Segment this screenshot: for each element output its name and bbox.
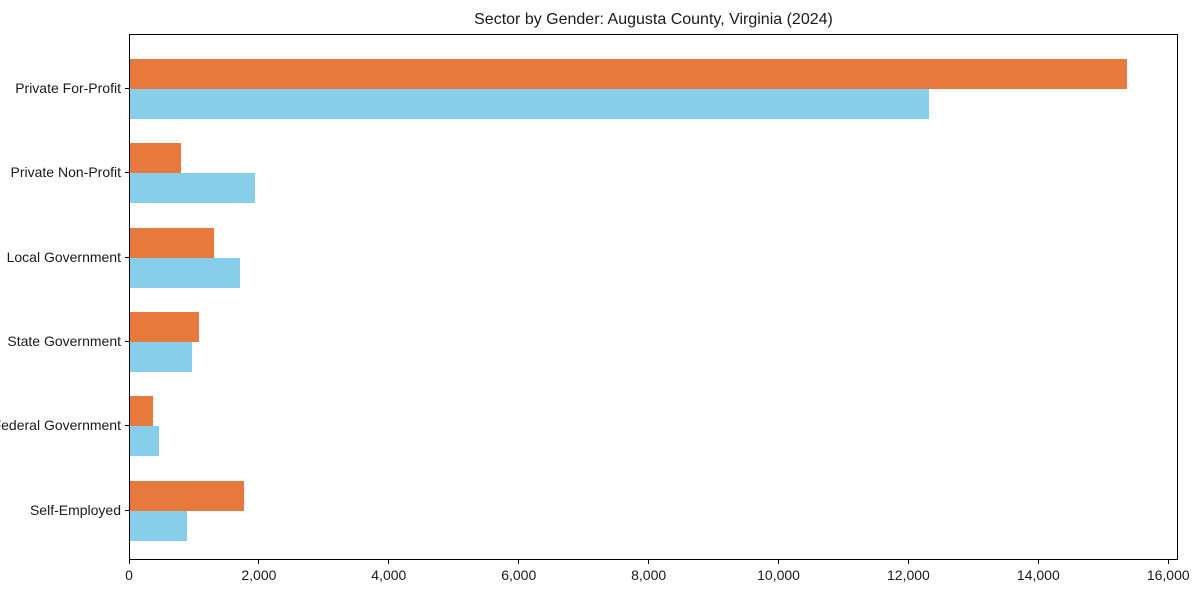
x-tick-label-14000: 14,000 <box>1016 567 1060 583</box>
bar-female-private-non-profit <box>130 173 255 204</box>
chart-title: Sector by Gender: Augusta County, Virgin… <box>474 11 833 28</box>
bar-male-private-non-profit <box>130 143 181 174</box>
bar-female-local-government <box>130 257 240 288</box>
bar-male-federal-government <box>130 396 153 427</box>
x-tick-mark-2000 <box>258 560 260 564</box>
y-tick-mark-private-non-profit <box>125 172 129 174</box>
bar-female-federal-government <box>130 426 159 457</box>
y-tick-label-state-government: State Government <box>7 332 121 349</box>
x-tick-label-0: 0 <box>125 567 133 583</box>
bar-male-state-government <box>130 311 199 342</box>
x-tick-label-16000: 16,000 <box>1146 567 1190 583</box>
x-tick-label-10000: 10,000 <box>757 567 800 583</box>
bar-female-self-employed <box>130 510 187 541</box>
x-tick-mark-16000 <box>1167 560 1169 564</box>
bar-male-self-employed <box>130 480 244 511</box>
x-tick-label-4000: 4,000 <box>371 567 407 583</box>
y-tick-mark-private-for-profit <box>125 88 129 89</box>
x-tick-label-8000: 8,000 <box>631 567 667 583</box>
x-tick-label-2000: 2,000 <box>241 567 277 583</box>
x-tick-mark-4000 <box>388 560 390 564</box>
y-tick-mark-federal-government <box>125 425 129 427</box>
bar-male-local-government <box>130 227 214 258</box>
x-tick-label-6000: 6,000 <box>501 567 537 583</box>
y-tick-mark-self-employed <box>125 509 129 511</box>
y-tick-mark-state-government <box>125 340 129 342</box>
y-tick-label-private-for-profit: Private For-Profit <box>15 80 121 96</box>
x-tick-mark-10000 <box>778 560 780 564</box>
y-tick-label-private-non-profit: Private Non-Profit <box>10 164 121 181</box>
x-tick-mark-14000 <box>1037 560 1039 564</box>
x-tick-mark-6000 <box>518 560 520 564</box>
y-tick-mark-local-government <box>125 256 129 258</box>
y-tick-label-local-government: Local Government <box>6 248 121 265</box>
x-tick-label-12000: 12,000 <box>887 567 930 583</box>
bar-female-private-for-profit <box>130 89 929 119</box>
x-tick-mark-0 <box>128 560 130 564</box>
y-tick-label-self-employed: Self-Employed <box>29 501 121 518</box>
bar-female-state-government <box>130 341 192 372</box>
x-tick-mark-12000 <box>907 560 909 564</box>
bar-male-private-for-profit <box>130 59 1127 89</box>
y-tick-label-federal-government: Federal Government <box>0 417 121 434</box>
plot-area: Male Female <box>129 34 1178 560</box>
x-tick-mark-8000 <box>648 560 650 564</box>
